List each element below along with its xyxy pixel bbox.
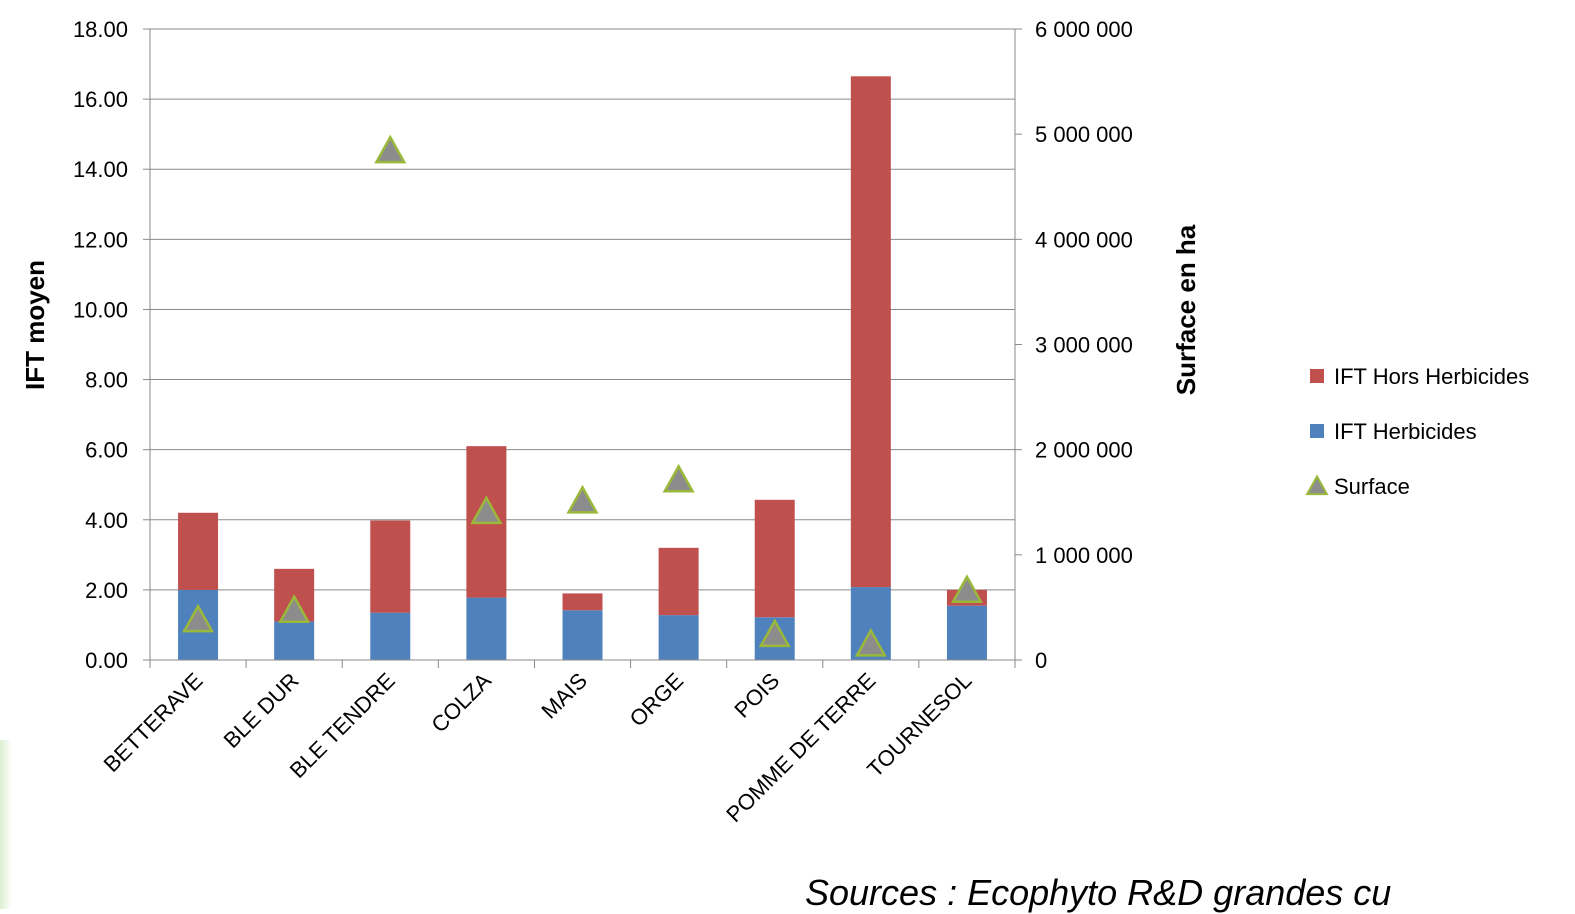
y2-axis-title: Surface en ha [1171,224,1201,395]
legend-swatch [1310,369,1324,383]
left-tick-label: 10.00 [73,297,128,322]
category-label: POIS [729,668,784,723]
surface-marker [470,495,503,525]
bar-ift-hors-herbicides [562,593,603,611]
bar-ift-herbicides [274,621,315,660]
category-label: MAIS [536,668,592,724]
surface-marker [950,574,983,603]
category-label: BETTERAVE [99,668,208,777]
right-axis-ticks: 0 1 000 000 2 000 000 3 000 000 4 000 000 5 0… [1015,17,1133,673]
surface-marker [278,594,311,623]
surface-marker [566,484,599,514]
left-tick-label: 8.00 [85,368,128,393]
surface-marker [662,463,695,493]
surface-marker [374,134,407,164]
surface-marker [758,618,791,648]
legend-label: IFT Hors Herbicides [1334,364,1529,389]
bar-ift-herbicides [658,615,699,660]
right-tick-label: 0 [1035,648,1047,673]
right-tick-label: 3 000 000 [1035,333,1133,358]
category-label: ORGE [625,668,688,731]
side-decoration [0,740,12,909]
legend-label: Surface [1334,474,1410,499]
right-tick-label: 2 000 000 [1035,438,1133,463]
right-tick-label: 4 000 000 [1035,227,1133,252]
category-label: BLE DUR [219,668,304,753]
source-note: Sources : Ecophyto R&D grandes cu [805,872,1392,913]
bar-ift-hors-herbicides [658,547,699,616]
surface-markers [182,134,983,657]
left-tick-label: 12.00 [73,227,128,252]
bar-ift-herbicides [466,597,507,660]
left-tick-label: 14.00 [73,157,128,182]
category-label: COLZA [426,668,496,738]
surface-marker [854,627,887,657]
left-tick-label: 16.00 [73,87,128,112]
legend-swatch [1305,474,1329,496]
legend: IFT Hors Herbicides IFT Herbicides Surface [1305,364,1529,499]
surface-marker [182,603,215,633]
bar-ift-herbicides [562,610,603,660]
left-tick-label: 6.00 [85,438,128,463]
left-tick-label: 0.00 [85,648,128,673]
left-tick-label: 18.00 [73,17,128,42]
left-axis-ticks: 0.00 2.00 4.00 6.00 8.00 10.00 12.00 14.00 16.00… [73,17,150,673]
bar-ift-hors-herbicides [370,520,411,613]
bar-ift-hors-herbicides [178,512,219,590]
right-tick-label: 1 000 000 [1035,543,1133,568]
right-tick-label: 6 000 000 [1035,17,1133,42]
y-axis-title: IFT moyen [20,260,50,390]
right-tick-label: 5 000 000 [1035,122,1133,147]
bars [178,76,987,660]
legend-swatch [1310,424,1324,438]
bar-ift-herbicides [370,612,411,660]
left-tick-label: 2.00 [85,578,128,603]
bar-ift-hors-herbicides [850,76,891,588]
bar-ift-hors-herbicides [754,499,795,618]
bar-ift-herbicides [946,605,987,660]
left-tick-label: 4.00 [85,508,128,533]
legend-label: IFT Herbicides [1334,419,1477,444]
